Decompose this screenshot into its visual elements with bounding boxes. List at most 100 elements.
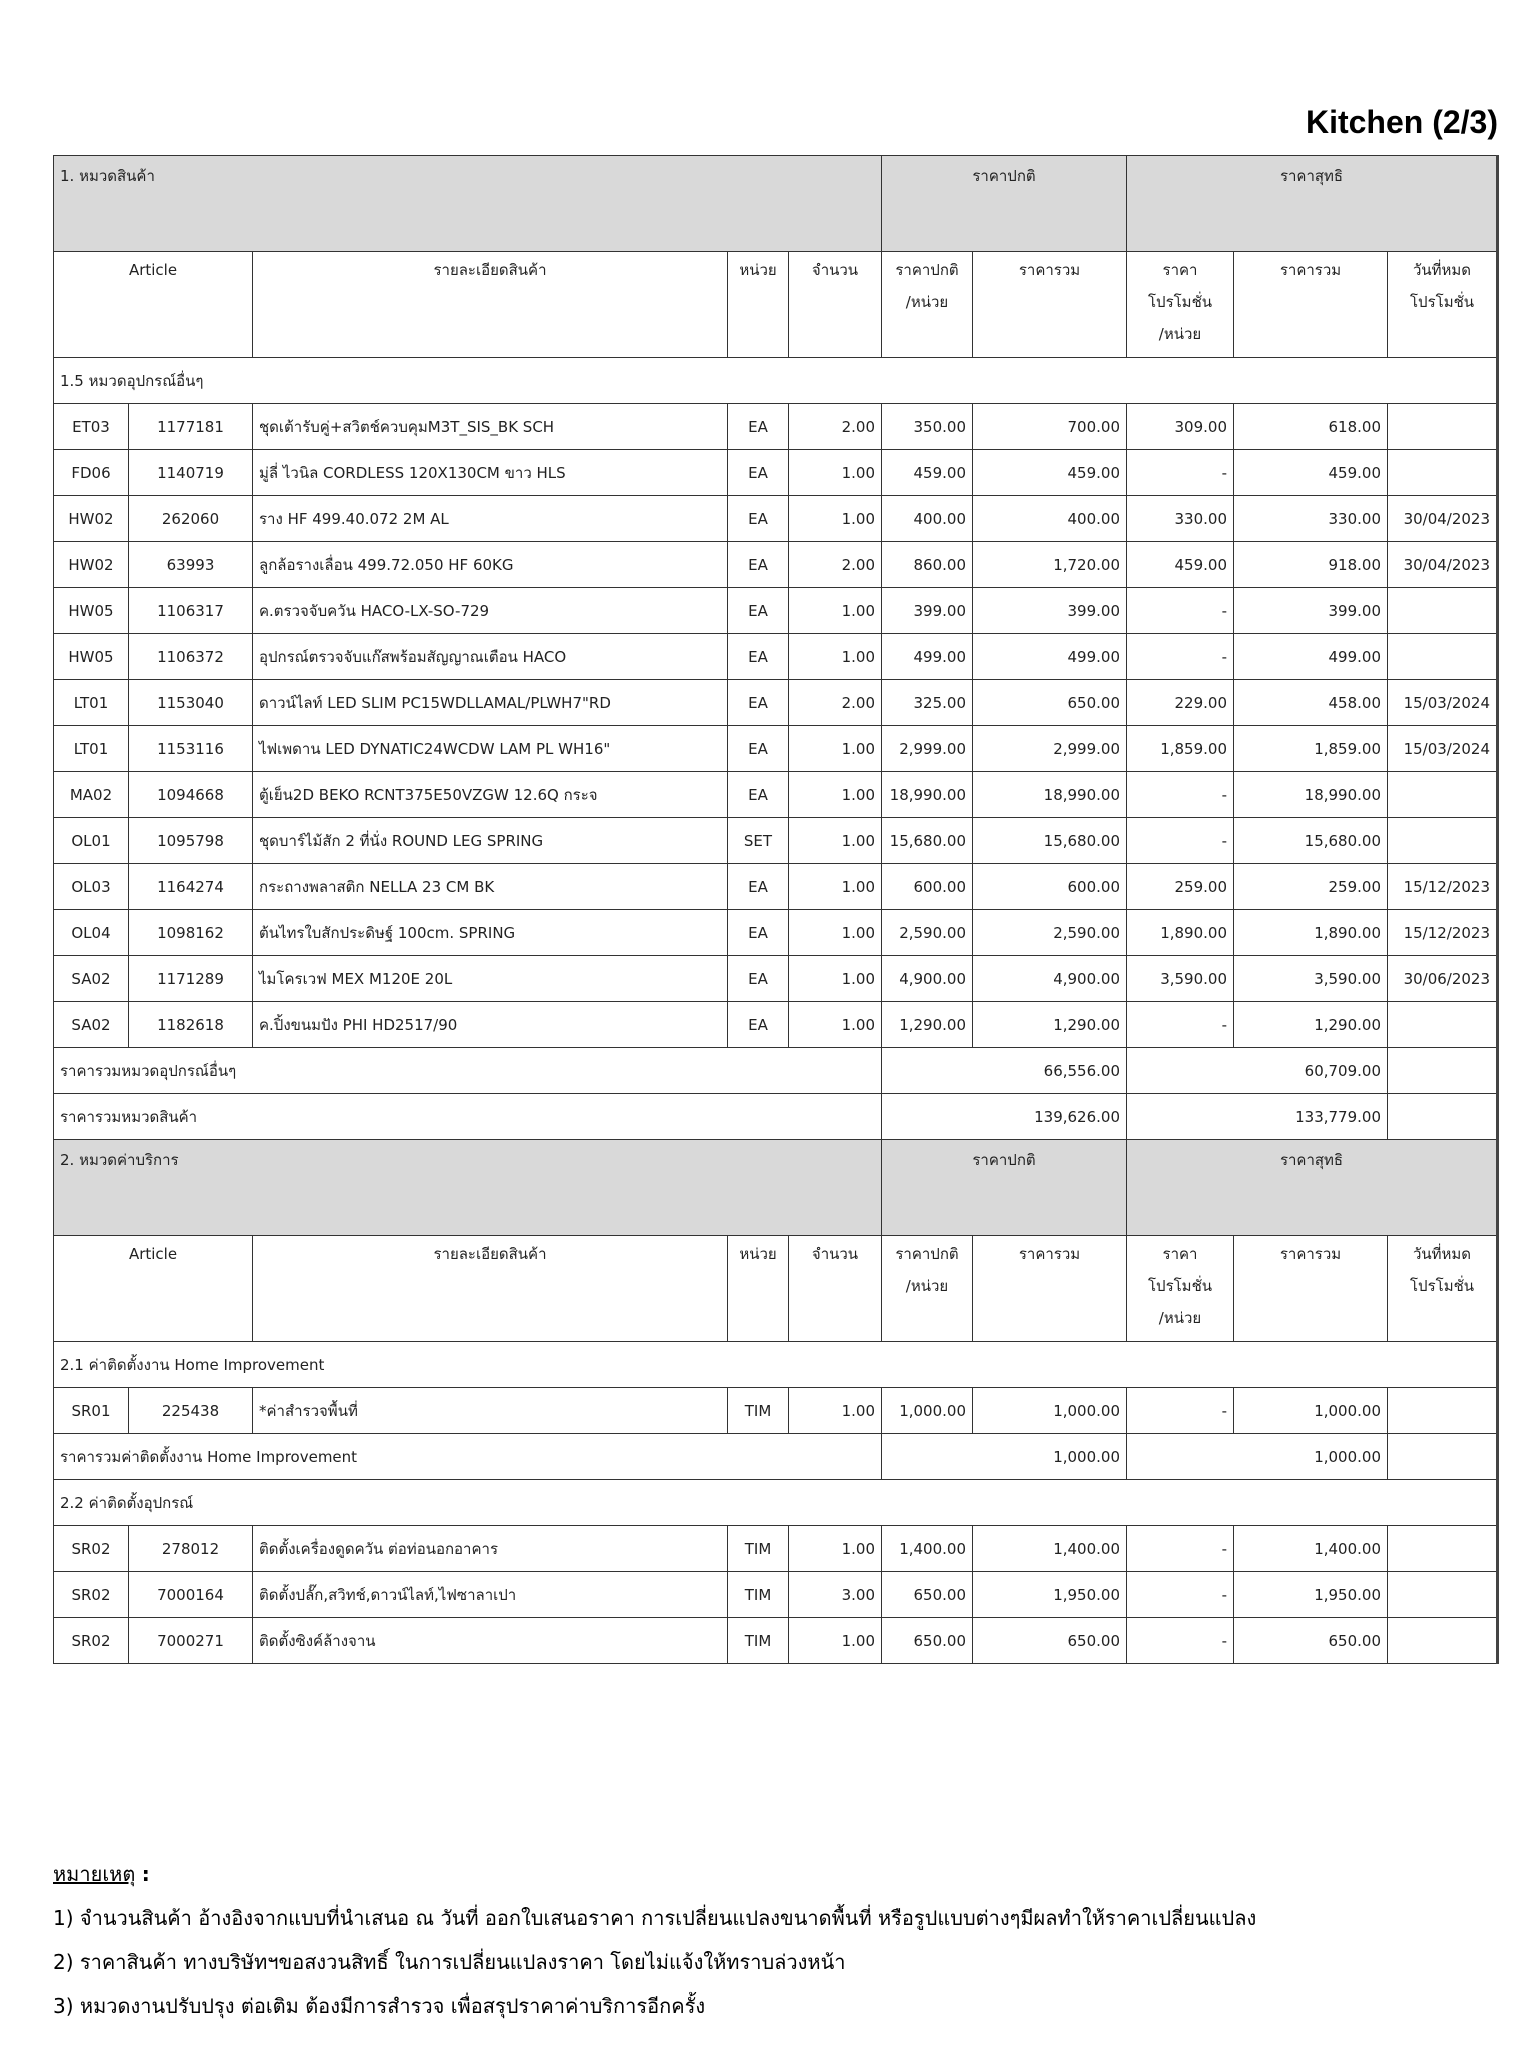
item-cell: 262060 bbox=[128, 495, 253, 542]
item-cell: 15,680.00 bbox=[881, 817, 973, 864]
item-row: SR02 7000271 ติดตั้งซิงค์ล้างจาน TIM 1.00 650… bbox=[53, 1617, 1499, 1664]
net-total: 1,000.00 bbox=[1126, 1433, 1388, 1480]
item-cell: 459.00 bbox=[1126, 541, 1234, 588]
item-cell: TIM bbox=[727, 1617, 789, 1664]
item-cell: SR01 bbox=[53, 1387, 129, 1434]
column-header: ราคารวม bbox=[972, 1235, 1127, 1342]
item-cell: - bbox=[1126, 587, 1234, 634]
item-cell: 2.00 bbox=[788, 403, 882, 450]
item-cell: 18,990.00 bbox=[1233, 771, 1388, 818]
item-row: LT01 1153040 ดาวน์ไลท์ LED SLIM PC15WDLLAM… bbox=[53, 679, 1499, 726]
group-name: 1.5 หมวดอุปกรณ์อื่นๆ bbox=[52, 357, 1499, 404]
column-header: ราคาปกติ /หน่วย bbox=[881, 251, 973, 358]
item-cell: EA bbox=[727, 495, 789, 542]
section-heading: 1. หมวดสินค้า bbox=[53, 155, 882, 252]
item-cell: 2.00 bbox=[788, 679, 882, 726]
column-header: ราคารวม bbox=[1233, 251, 1388, 358]
item-row: HW02 262060 ราง HF 499.40.072 2M AL EA 1.00 4… bbox=[53, 495, 1499, 542]
item-cell: 1.00 bbox=[788, 1001, 882, 1048]
item-cell: 15/12/2023 bbox=[1386, 909, 1499, 956]
item-cell: 15,680.00 bbox=[1233, 817, 1388, 864]
item-cell: SR02 bbox=[53, 1571, 129, 1618]
item-row: SR02 7000164 ติดตั้งปลั๊ก,สวิทช์,ดาวน์ไลท์… bbox=[53, 1571, 1499, 1618]
item-cell: 1,400.00 bbox=[972, 1525, 1127, 1572]
net-total: 60,709.00 bbox=[1126, 1047, 1388, 1094]
item-row: HW02 63993 ลูกล้อรางเลื่อน 499.72.050 HF 6… bbox=[53, 541, 1499, 588]
item-cell: 459.00 bbox=[881, 449, 973, 496]
item-cell: ราง HF 499.40.072 2M AL bbox=[252, 495, 728, 542]
item-row: FD06 1140719 มู่ลี่ ไวนิล CORDLESS 120X130… bbox=[53, 449, 1499, 496]
item-cell: 1,290.00 bbox=[881, 1001, 973, 1048]
total-row: ราคารวมค่าติดตั้งงาน Home Improvement 1,0… bbox=[53, 1433, 1499, 1480]
item-cell: 1,290.00 bbox=[1233, 1001, 1388, 1048]
item-cell: 1,859.00 bbox=[1233, 725, 1388, 772]
item-cell: - bbox=[1126, 1387, 1234, 1434]
item-row: HW05 1106317 ค.ตรวจจับควัน HACO-LX-SO-729 E… bbox=[53, 587, 1499, 634]
item-cell: EA bbox=[727, 633, 789, 680]
item-cell: 1164274 bbox=[128, 863, 253, 910]
column-header: หน่วย bbox=[727, 1235, 789, 1342]
item-cell: - bbox=[1126, 633, 1234, 680]
item-cell: 400.00 bbox=[972, 495, 1127, 542]
item-cell: 1095798 bbox=[128, 817, 253, 864]
item-cell: ดาวน์ไลท์ LED SLIM PC15WDLLAMAL/PLWH7"RD bbox=[252, 679, 728, 726]
item-cell: 1,950.00 bbox=[1233, 1571, 1388, 1618]
item-cell: 1.00 bbox=[788, 495, 882, 542]
item-cell bbox=[1386, 587, 1499, 634]
item-cell: 259.00 bbox=[1233, 863, 1388, 910]
column-header: ราคา โปรโมชั่น /หน่วย bbox=[1126, 1235, 1234, 1342]
item-cell bbox=[1386, 771, 1499, 818]
item-cell: 2,590.00 bbox=[881, 909, 973, 956]
column-header: รายละเอียดสินค้า bbox=[252, 251, 728, 358]
item-cell: 700.00 bbox=[972, 403, 1127, 450]
regular-total: 1,000.00 bbox=[881, 1433, 1127, 1480]
net-total: 133,779.00 bbox=[1126, 1093, 1388, 1140]
item-cell: ไมโครเวฟ MEX M120E 20L bbox=[252, 955, 728, 1002]
item-row: OL04 1098162 ต้นไทรใบสักประดิษฐ์ 100cm. SP… bbox=[53, 909, 1499, 956]
item-cell: EA bbox=[727, 1001, 789, 1048]
item-row: HW05 1106372 อุปกรณ์ตรวจจับแก๊สพร้อมสัญญาณ… bbox=[53, 633, 1499, 680]
item-cell: FD06 bbox=[53, 449, 129, 496]
total-label: ราคารวมค่าติดตั้งงาน Home Improvement bbox=[53, 1433, 882, 1480]
item-cell: 30/06/2023 bbox=[1386, 955, 1499, 1002]
item-row: LT01 1153116 ไฟเพดาน LED DYNATIC24WCDW LAM… bbox=[53, 725, 1499, 772]
item-cell: 3.00 bbox=[788, 1571, 882, 1618]
item-cell: HW05 bbox=[53, 587, 129, 634]
item-row: SR02 278012 ติดตั้งเครื่องดูดควัน ต่อท่อนอ… bbox=[53, 1525, 1499, 1572]
notes-title: หมายเหตุ bbox=[53, 1862, 136, 1886]
item-cell: 1171289 bbox=[128, 955, 253, 1002]
item-cell: TIM bbox=[727, 1525, 789, 1572]
group-name: 2.1 ค่าติดตั้งงาน Home Improvement bbox=[52, 1341, 1499, 1388]
item-cell: - bbox=[1126, 449, 1234, 496]
group-row: 2.2 ค่าติดตั้งอุปกรณ์ bbox=[52, 1479, 1499, 1526]
item-cell: - bbox=[1126, 1001, 1234, 1048]
item-row: OL03 1164274 กระถางพลาสติก NELLA 23 CM BK E… bbox=[53, 863, 1499, 910]
item-cell: 650.00 bbox=[972, 1617, 1127, 1664]
item-cell: 1.00 bbox=[788, 633, 882, 680]
item-cell bbox=[1386, 449, 1499, 496]
item-cell: SR02 bbox=[53, 1525, 129, 1572]
item-cell: *ค่าสำรวจพื้นที่ bbox=[252, 1387, 728, 1434]
column-header: จำนวน bbox=[788, 1235, 882, 1342]
item-cell: OL04 bbox=[53, 909, 129, 956]
item-cell bbox=[1386, 817, 1499, 864]
column-header: วันที่หมด โปรโมชั่น bbox=[1386, 251, 1499, 358]
item-cell: 1153040 bbox=[128, 679, 253, 726]
item-cell: ค.ตรวจจับควัน HACO-LX-SO-729 bbox=[252, 587, 728, 634]
item-cell: 1,400.00 bbox=[1233, 1525, 1388, 1572]
item-cell: MA02 bbox=[53, 771, 129, 818]
group-row: 2.1 ค่าติดตั้งงาน Home Improvement bbox=[52, 1341, 1499, 1388]
item-cell: SA02 bbox=[53, 955, 129, 1002]
column-header-row: Article รายละเอียดสินค้า หน่วย จำนวน ราคาปกต… bbox=[53, 1235, 1499, 1342]
item-cell: 63993 bbox=[128, 541, 253, 588]
item-cell: ตู้เย็น2D BEKO RCNT375E50VZGW 12.6Q กระจ bbox=[252, 771, 728, 818]
item-cell: 1,000.00 bbox=[972, 1387, 1127, 1434]
item-cell: 650.00 bbox=[881, 1617, 973, 1664]
item-cell: 1.00 bbox=[788, 1387, 882, 1434]
item-cell: 860.00 bbox=[881, 541, 973, 588]
item-cell: 918.00 bbox=[1233, 541, 1388, 588]
item-cell: 1,890.00 bbox=[1126, 909, 1234, 956]
item-cell: - bbox=[1126, 1617, 1234, 1664]
item-cell: 600.00 bbox=[881, 863, 973, 910]
